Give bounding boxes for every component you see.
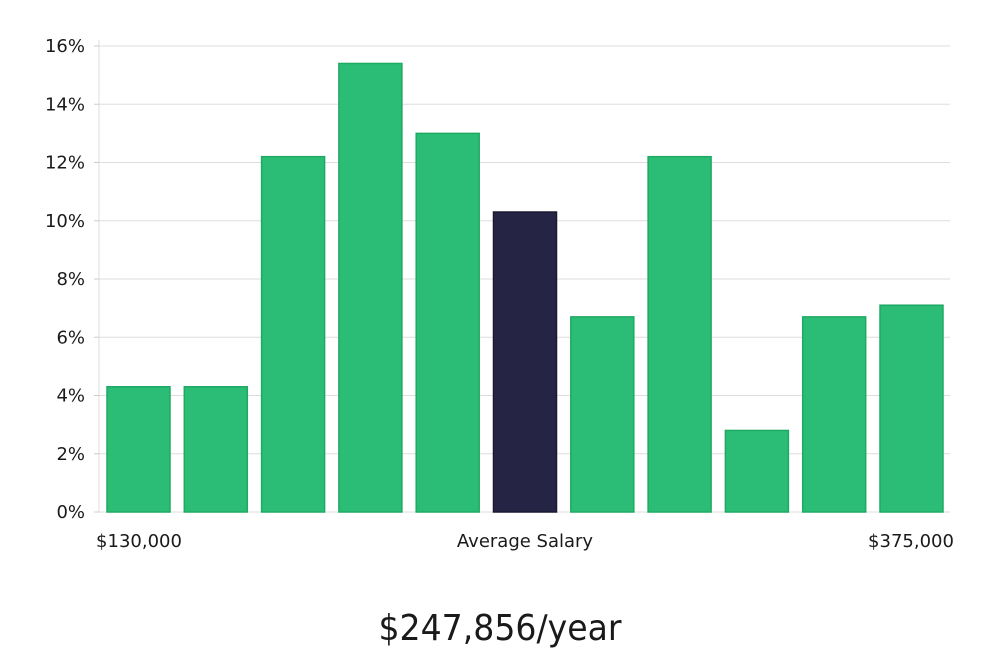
x-center-label: Average Salary <box>457 531 594 552</box>
y-tick-label: 8% <box>56 269 85 290</box>
bar <box>106 386 171 513</box>
bar <box>879 304 944 513</box>
y-tick-label: 16% <box>45 36 85 57</box>
y-tick-label: 12% <box>45 153 85 174</box>
y-tick-label: 14% <box>45 94 85 115</box>
x-end-label: $375,000 <box>868 531 954 552</box>
bar <box>338 62 403 513</box>
y-tick-label: 0% <box>56 502 85 523</box>
y-tick-label: 4% <box>56 386 85 407</box>
bar <box>801 316 867 513</box>
y-axis-ticks: 0% 2% 4% 6% 8% 10% 12% 14% 16% <box>45 36 99 523</box>
bar <box>183 386 249 513</box>
bar <box>415 132 480 513</box>
average-salary-value: $247,856/year <box>378 608 622 649</box>
y-tick-label: 6% <box>56 327 85 348</box>
bar <box>724 429 790 513</box>
y-tick-label: 2% <box>56 444 85 465</box>
x-start-label: $130,000 <box>96 531 182 552</box>
bars <box>106 62 944 513</box>
bar <box>570 316 635 513</box>
bar <box>260 155 326 513</box>
y-tick-label: 10% <box>45 211 85 232</box>
bar-highlight-average <box>492 211 558 513</box>
bar <box>647 155 712 513</box>
salary-distribution-chart: 0% 2% 4% 6% 8% 10% 12% 14% 16% $130,000 Average … <box>45 36 954 552</box>
